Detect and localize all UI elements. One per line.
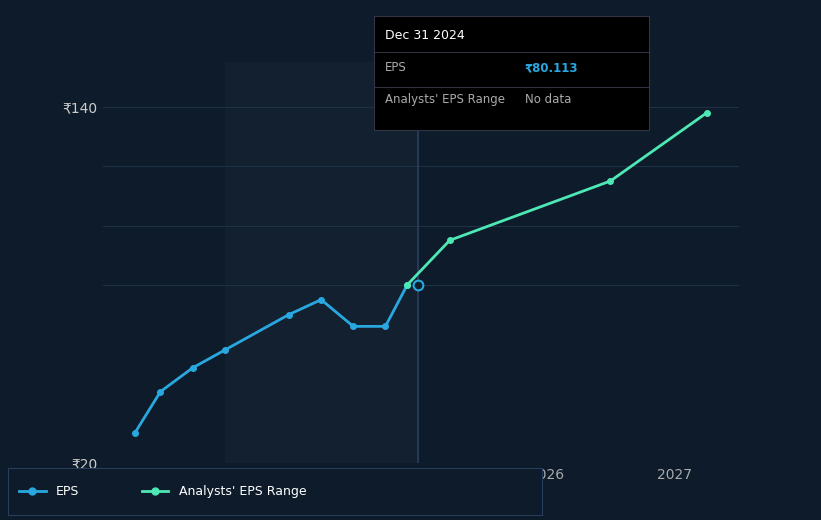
- Text: Actual: Actual: [374, 77, 411, 90]
- Bar: [225, 62, 418, 463]
- Text: Dec 31 2024: Dec 31 2024: [384, 29, 465, 42]
- Text: Analysts' EPS Range: Analysts' EPS Range: [384, 94, 505, 107]
- Text: Analysts' EPS Range: Analysts' EPS Range: [179, 485, 306, 498]
- Text: EPS: EPS: [384, 61, 406, 74]
- Text: ₹80.113: ₹80.113: [525, 61, 578, 74]
- Text: No data: No data: [525, 94, 571, 107]
- Text: Analysts Forecasts: Analysts Forecasts: [424, 77, 534, 90]
- Text: EPS: EPS: [56, 485, 80, 498]
